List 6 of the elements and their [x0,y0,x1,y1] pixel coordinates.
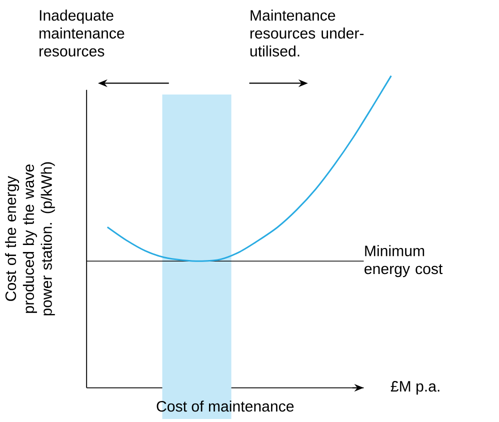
text: Inadequate maintenance resources [40,10,124,57]
x-axis-title: Cost of maintenance [156,400,294,412]
ref-line-label: Minimum energy cost [364,245,443,278]
y-axis-title: Cost of the energy produced by the wave power station. (p/kWh) [5,162,55,316]
text: Maintenance resources under-utilised. [250,10,364,57]
annotation: £M p.a. [390,381,440,395]
